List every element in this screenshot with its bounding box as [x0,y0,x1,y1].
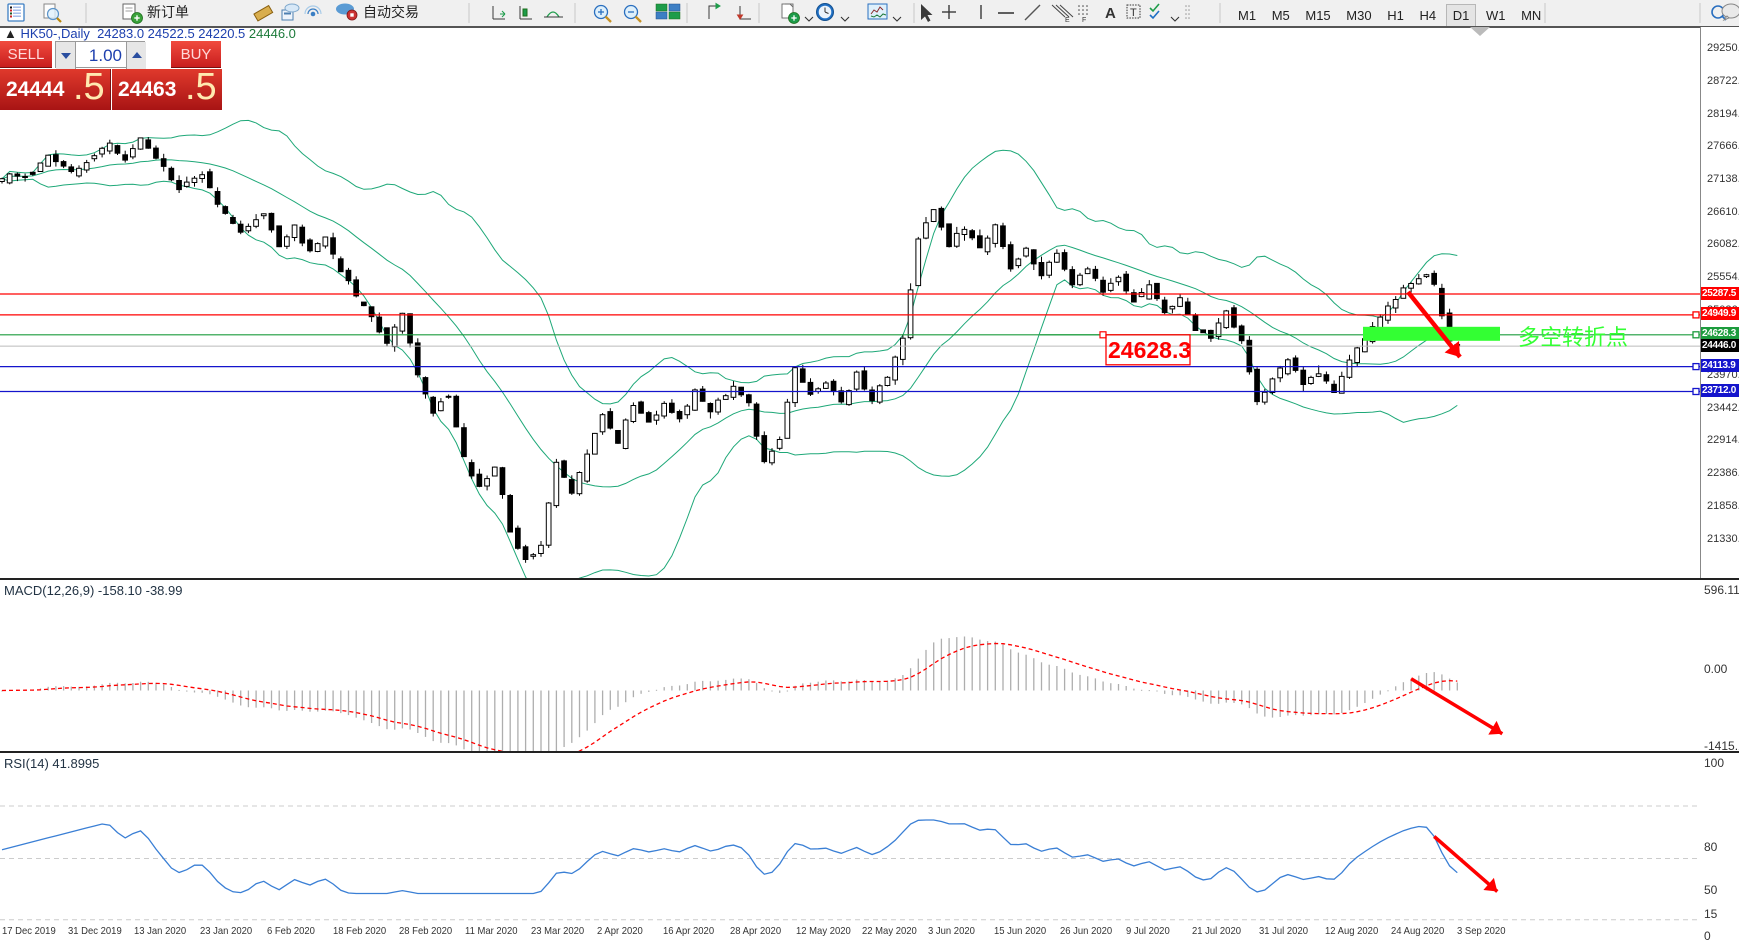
svg-text:多空转折点: 多空转折点 [1518,325,1628,350]
svg-text:24628.3: 24628.3 [1108,337,1191,363]
